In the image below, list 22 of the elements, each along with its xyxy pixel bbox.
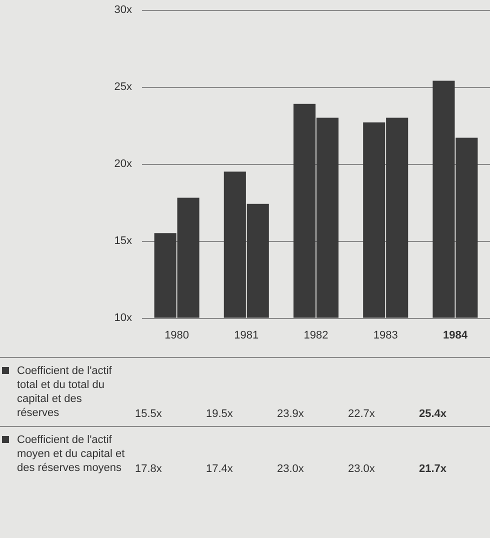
data-label: 23.9x xyxy=(277,408,305,420)
data-label: 22.7x xyxy=(348,408,376,420)
data-label: 19.5x xyxy=(206,408,234,420)
legend-label: Coefficient de l'actif moyen et du capital et des réserves moyens xyxy=(17,433,126,475)
y-tick-label: 30x xyxy=(114,4,132,16)
x-tick-label: 1983 xyxy=(373,329,398,342)
data-label: 15.5x xyxy=(135,408,163,420)
y-tick-label: 25x xyxy=(114,80,132,93)
x-tick-label: 1982 xyxy=(304,329,328,342)
data-label: 17.8x xyxy=(135,463,163,475)
y-tick-label: 20x xyxy=(114,158,132,170)
y-tick-label: 15x xyxy=(114,234,132,247)
data-label: 25.4x xyxy=(419,408,448,420)
x-tick-label: 1981 xyxy=(234,329,259,342)
legend-label: Coefficient de l'actif total et du total du capital et des réserves xyxy=(17,364,113,420)
data-label: 23.0x xyxy=(348,463,376,475)
data-label: 17.4x xyxy=(206,463,234,475)
x-tick-label: 1980 xyxy=(164,329,190,342)
x-tick-label: 1984 xyxy=(442,329,468,342)
data-label: 21.7x xyxy=(419,463,448,475)
y-tick-label: 10x xyxy=(114,312,132,324)
data-label: 23.0x xyxy=(277,463,305,475)
